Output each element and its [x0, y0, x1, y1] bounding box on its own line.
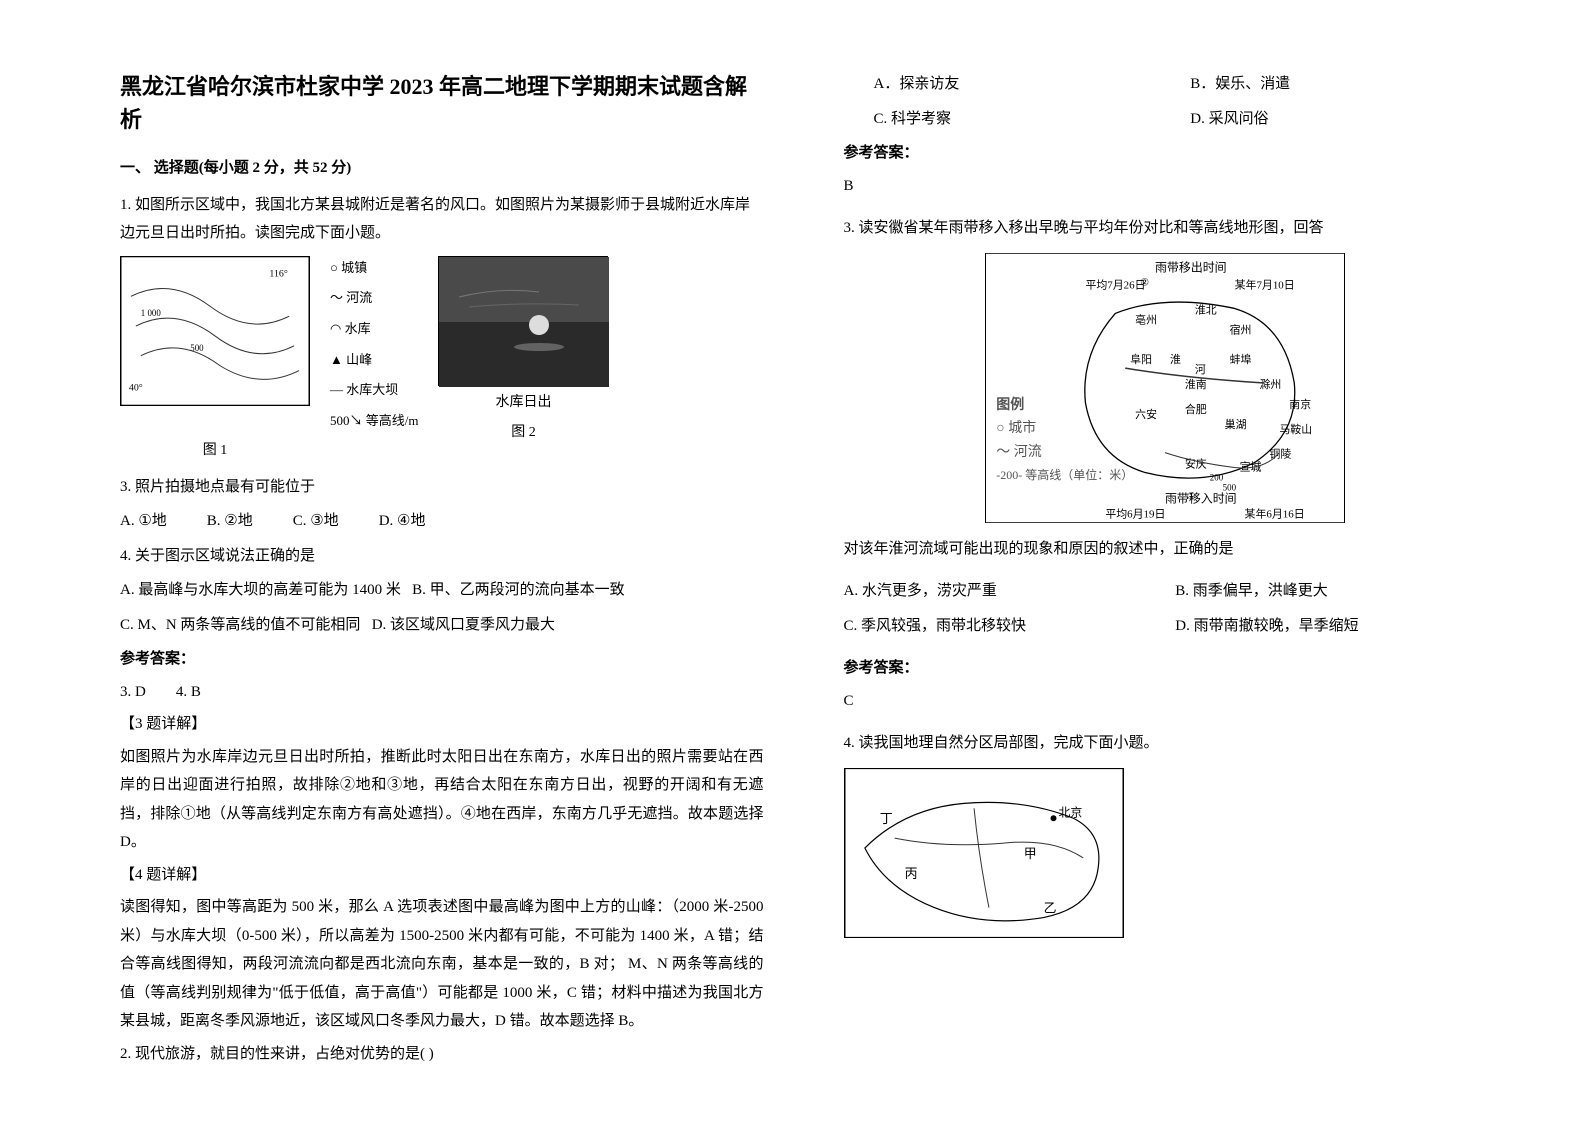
q1-sub4-opt-b: B. 甲、乙两段河的流向基本一致: [412, 582, 625, 598]
q1-sub3-opt-c: C. ③地: [293, 507, 339, 536]
svg-text:甲: 甲: [1023, 846, 1036, 860]
q2-text: 2. 现代旅游，就目的性来讲，占绝对优势的是( ): [120, 1040, 764, 1069]
q1-d4-header: 【4 题详解】: [120, 861, 764, 890]
fig2-label: 水库日出: [495, 390, 551, 417]
fig2-block: 水库日出 图 2: [438, 256, 608, 447]
svg-text:蚌埠: 蚌埠: [1230, 352, 1252, 366]
q4-text: 4. 读我国地理自然分区局部图，完成下面小题。: [844, 729, 1488, 758]
svg-text:亳州: 亳州: [1135, 312, 1157, 326]
svg-text:合肥: 合肥: [1185, 401, 1207, 415]
q1-sub4-row2: C. M、N 两条等高线的值不可能相同 D. 该区域风口夏季风力最大: [120, 611, 764, 640]
q1-intro: 1. 如图所示区域中，我国北方某县城附近是著名的风口。如图照片为某摄影师于县城附…: [120, 191, 764, 248]
q3-anhui-map: 雨带移出时间 平均7月26日 ② 某年7月10日 亳州 淮北 宿州 阜阳 淮 河…: [985, 253, 1345, 523]
svg-text:河: 河: [1195, 363, 1206, 376]
svg-text:滁州: 滁州: [1260, 377, 1282, 391]
svg-text:北京: 北京: [1058, 805, 1082, 819]
svg-text:淮北: 淮北: [1195, 303, 1217, 316]
q3-opt-d: D. 雨带南撤较晚，旱季缩短: [1175, 612, 1487, 641]
svg-text:淮: 淮: [1170, 353, 1181, 366]
svg-text:宿州: 宿州: [1230, 322, 1252, 336]
svg-text:某年6月16日: 某年6月16日: [1245, 506, 1305, 520]
q3-answer: C: [844, 687, 1488, 716]
q3-opts: A. 水汽更多，涝灾严重 B. 雨季偏早，洪峰更大 C. 季风较强，雨带北移较快…: [844, 577, 1488, 640]
svg-text:马鞍山: 马鞍山: [1280, 421, 1313, 435]
svg-text:1 000: 1 000: [141, 308, 162, 318]
q1-sub4-opt-a: A. 最高峰与水库大坝的高差可能为 1400 米: [120, 582, 401, 598]
map-top-label: 雨带移出时间: [1155, 260, 1227, 274]
contour-svg: 1 000 116° 40° 500: [121, 256, 309, 406]
svg-text:平均6月19日: 平均6月19日: [1106, 507, 1166, 520]
svg-text:六安: 六安: [1135, 406, 1157, 420]
q1-sub3-opt-a: A. ①地: [120, 507, 167, 536]
svg-text:淮南: 淮南: [1185, 378, 1207, 391]
legend-dam: — 水库大坝: [330, 378, 418, 403]
q3-legend: 图例 ○ 城市 〜 河流 -200- 等高线（单位：米）: [996, 394, 1133, 486]
q3-legend-city: ○ 城市: [996, 417, 1133, 441]
q2-opts: A．探亲访友 B．娱乐、消遣 C. 科学考察 D. 采风问俗: [844, 70, 1488, 133]
svg-text:①: ①: [1187, 491, 1196, 502]
q1-sub4-opt-d: D. 该区域风口夏季风力最大: [372, 617, 555, 633]
q3-opt-b: B. 雨季偏早，洪峰更大: [1175, 577, 1487, 606]
q1-sub4-row1: A. 最高峰与水库大坝的高差可能为 1400 米 B. 甲、乙两段河的流向基本一…: [120, 576, 764, 605]
svg-text:丁: 丁: [879, 812, 892, 826]
q1-sub4: 4. 关于图示区域说法正确的是: [120, 542, 764, 571]
q2-opt-b: B．娱乐、消遣: [1190, 70, 1487, 99]
svg-text:巢湖: 巢湖: [1225, 417, 1247, 430]
q1-d3-header: 【3 题详解】: [120, 710, 764, 739]
q1-sub3-opt-d: D. ④地: [379, 507, 426, 536]
q2-opt-c: C. 科学考察: [874, 105, 1171, 134]
svg-text:116°: 116°: [269, 268, 287, 279]
q3-legend-title: 图例: [996, 394, 1133, 418]
legend-city: ○ 城镇: [330, 256, 418, 281]
fig1-block: 1 000 116° 40° 500 图 1: [120, 256, 310, 465]
legend-reservoir: ◠ 水库: [330, 317, 418, 342]
fig1-map-wrap: 1 000 116° 40° 500: [120, 256, 310, 435]
q1-sub3: 3. 照片拍摄地点最有可能位于: [120, 473, 764, 502]
q2-opt-a: A．探亲访友: [874, 70, 1171, 99]
fig1-contour-map: 1 000 116° 40° 500: [120, 256, 310, 406]
q2-ref: 参考答案：: [844, 139, 1488, 168]
svg-text:②: ②: [1140, 277, 1149, 288]
svg-text:雨带移入时间: 雨带移入时间: [1165, 491, 1237, 505]
fig2-photo: [438, 256, 608, 386]
china-svg: 丁 北京 丙 甲 乙: [845, 768, 1123, 938]
svg-text:南京: 南京: [1290, 396, 1312, 410]
q1-ref: 参考答案：: [120, 645, 764, 674]
q3-opt-a: A. 水汽更多，涝灾严重: [844, 577, 1156, 606]
legend-peak: ▲ 山峰: [330, 348, 418, 373]
svg-text:乙: 乙: [1043, 901, 1056, 915]
sunrise-svg: [439, 257, 609, 387]
svg-text:平均7月26日: 平均7月26日: [1086, 278, 1146, 291]
legend-river: 〜 河流: [330, 286, 418, 311]
svg-text:某年7月10日: 某年7月10日: [1235, 277, 1295, 291]
q2-opt-d: D. 采风问俗: [1190, 105, 1487, 134]
q1-figures: 1 000 116° 40° 500 图 1 ○ 城镇 〜 河流 ◠ 水库 ▲ …: [120, 256, 764, 465]
q1-sub3-opt-b: B. ②地: [207, 507, 253, 536]
svg-text:安庆: 安庆: [1185, 456, 1207, 470]
q3-legend-river: 〜 河流: [996, 441, 1133, 465]
svg-text:阜阳: 阜阳: [1130, 353, 1152, 366]
q1-answers: 3. D 4. B: [120, 678, 764, 707]
fig2-caption: 图 2: [511, 420, 536, 447]
q1-d3-text: 如图照片为水库岸边元旦日出时所拍，推断此时太阳日出在东南方，水库日出的照片需要站…: [120, 743, 764, 857]
q1-sub3-opts: A. ①地 B. ②地 C. ③地 D. ④地: [120, 507, 764, 536]
doc-title: 黑龙江省哈尔滨市杜家中学 2023 年高二地理下学期期末试题含解析: [120, 70, 764, 136]
q1-sub4-opt-c: C. M、N 两条等高线的值不可能相同: [120, 617, 360, 633]
q4-china-map: 丁 北京 丙 甲 乙: [844, 768, 1124, 938]
fig1-legend-col: ○ 城镇 〜 河流 ◠ 水库 ▲ 山峰 — 水库大坝 500↘ 等高线/m: [330, 256, 418, 434]
q3-legend-contour: -200- 等高线（单位：米）: [996, 465, 1133, 485]
svg-text:40°: 40°: [129, 382, 143, 393]
section-header: 一、 选择题(每小题 2 分，共 52 分): [120, 154, 764, 183]
q3-text: 3. 读安徽省某年雨带移入移出早晚与平均年份对比和等高线地形图，回答: [844, 214, 1488, 243]
q3-question: 对该年淮河流域可能出现的现象和原因的叙述中，正确的是: [844, 535, 1488, 564]
svg-text:丙: 丙: [904, 866, 917, 880]
q2-answer: B: [844, 172, 1488, 201]
q3-opt-c: C. 季风较强，雨带北移较快: [844, 612, 1156, 641]
q3-ref: 参考答案：: [844, 654, 1488, 683]
legend-contour: 500↘ 等高线/m: [330, 409, 418, 434]
svg-text:500: 500: [190, 342, 204, 352]
q1-d4-text: 读图得知，图中等高距为 500 米，那么 A 选项表述图中最高峰为图中上方的山峰…: [120, 893, 764, 1036]
fig1-caption: 图 1: [203, 438, 228, 465]
svg-text:200: 200: [1210, 472, 1224, 482]
